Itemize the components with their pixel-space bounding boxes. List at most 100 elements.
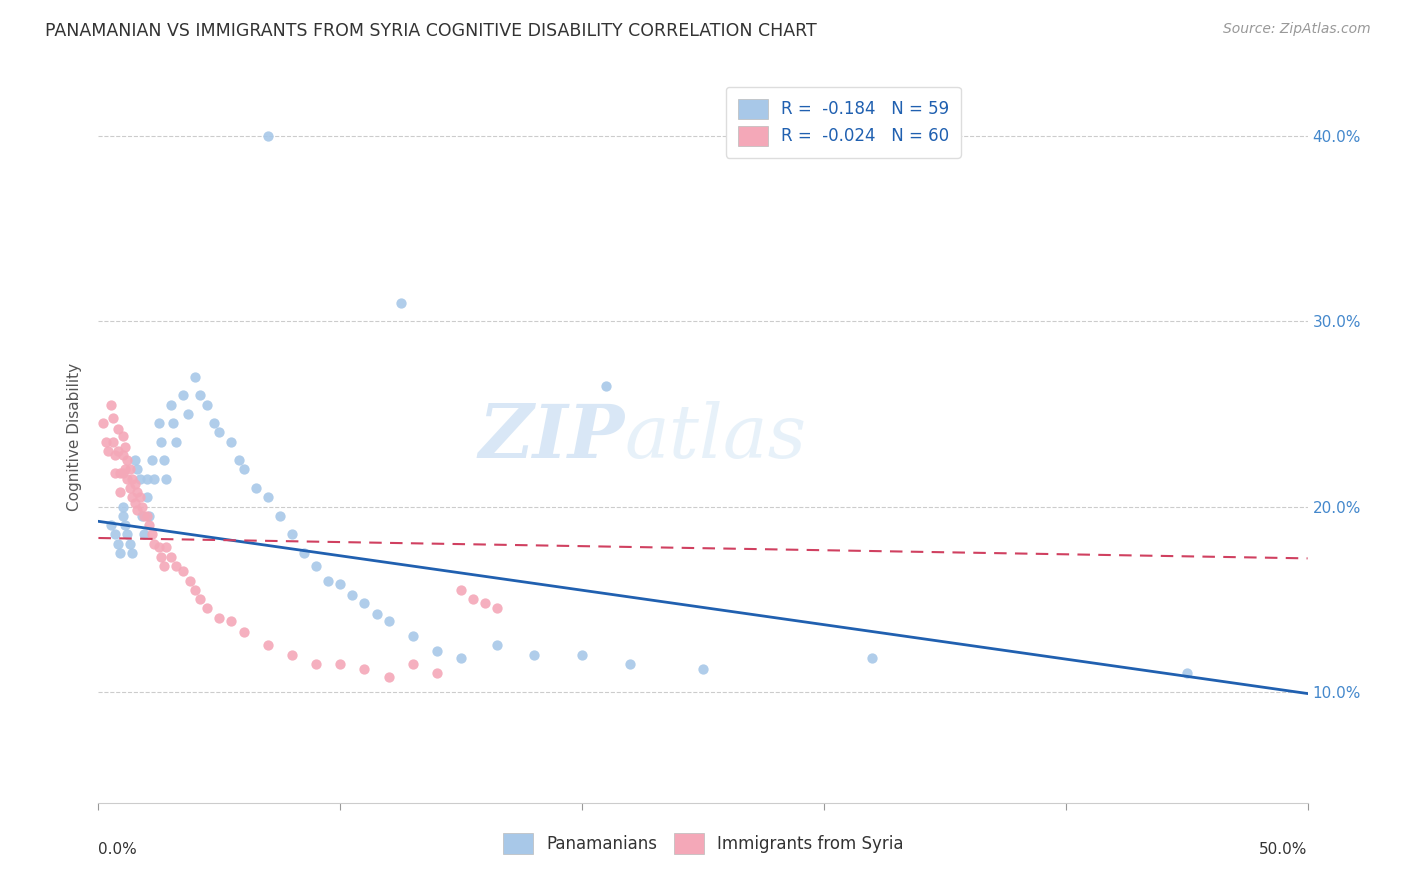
Point bbox=[342, 588, 364, 602]
Point bbox=[141, 453, 163, 467]
Point bbox=[100, 398, 122, 412]
Point bbox=[138, 518, 160, 533]
Point bbox=[208, 610, 231, 624]
Point bbox=[377, 670, 399, 684]
Point bbox=[104, 466, 127, 480]
Point bbox=[124, 453, 146, 467]
Point bbox=[135, 490, 157, 504]
Text: ZIP: ZIP bbox=[478, 401, 624, 474]
Point bbox=[188, 592, 211, 607]
Point bbox=[127, 484, 149, 499]
Point bbox=[148, 416, 170, 430]
Point bbox=[134, 527, 156, 541]
Point bbox=[165, 558, 187, 573]
Point bbox=[114, 518, 136, 533]
Point bbox=[426, 644, 449, 658]
Point bbox=[232, 462, 254, 476]
Point bbox=[152, 558, 174, 573]
Point bbox=[353, 596, 375, 610]
Point bbox=[204, 416, 226, 430]
Point bbox=[595, 379, 617, 393]
Point bbox=[184, 370, 207, 384]
Point bbox=[228, 453, 250, 467]
Point bbox=[117, 472, 139, 486]
Point bbox=[141, 527, 163, 541]
Point bbox=[138, 508, 160, 523]
Point bbox=[463, 592, 485, 607]
Point bbox=[692, 663, 714, 677]
Point bbox=[571, 648, 593, 662]
Point bbox=[107, 444, 129, 458]
Point bbox=[160, 549, 183, 564]
Point bbox=[165, 434, 187, 449]
Point bbox=[162, 416, 184, 430]
Point bbox=[366, 607, 388, 621]
Point bbox=[100, 518, 122, 533]
Point bbox=[256, 639, 278, 653]
Point bbox=[114, 462, 136, 476]
Point bbox=[523, 648, 546, 662]
Point bbox=[160, 398, 183, 412]
Point bbox=[128, 472, 150, 486]
Point bbox=[155, 472, 177, 486]
Point bbox=[97, 444, 120, 458]
Point bbox=[104, 448, 127, 462]
Point bbox=[195, 398, 218, 412]
Point bbox=[114, 440, 136, 454]
Point bbox=[281, 648, 304, 662]
Point bbox=[245, 481, 267, 495]
Point bbox=[172, 565, 194, 579]
Point bbox=[108, 546, 131, 560]
Point bbox=[134, 508, 156, 523]
Point bbox=[450, 651, 472, 665]
Text: 50.0%: 50.0% bbox=[1260, 842, 1308, 856]
Point bbox=[256, 490, 278, 504]
Point bbox=[121, 546, 143, 560]
Point bbox=[107, 422, 129, 436]
Point bbox=[135, 508, 157, 523]
Point bbox=[121, 472, 143, 486]
Point bbox=[107, 536, 129, 550]
Point bbox=[1175, 666, 1198, 681]
Point bbox=[150, 434, 173, 449]
Point bbox=[450, 582, 472, 597]
Point bbox=[172, 388, 194, 402]
Point bbox=[389, 295, 412, 310]
Point bbox=[329, 657, 352, 671]
Y-axis label: Cognitive Disability: Cognitive Disability bbox=[67, 363, 83, 511]
Point bbox=[127, 503, 149, 517]
Point bbox=[91, 416, 114, 430]
Point bbox=[118, 481, 141, 495]
Point bbox=[111, 448, 134, 462]
Point bbox=[118, 462, 141, 476]
Point bbox=[101, 410, 124, 425]
Point bbox=[111, 508, 134, 523]
Point bbox=[94, 434, 117, 449]
Point bbox=[208, 425, 231, 440]
Point bbox=[195, 601, 218, 615]
Point bbox=[619, 657, 641, 671]
Point bbox=[860, 651, 883, 665]
Point bbox=[143, 472, 166, 486]
Point bbox=[316, 574, 339, 588]
Point bbox=[377, 615, 399, 629]
Text: atlas: atlas bbox=[624, 401, 807, 474]
Point bbox=[152, 453, 174, 467]
Point bbox=[474, 596, 496, 610]
Legend: Panamanians, Immigrants from Syria: Panamanians, Immigrants from Syria bbox=[496, 827, 910, 860]
Point bbox=[150, 549, 173, 564]
Point bbox=[117, 527, 139, 541]
Point bbox=[188, 388, 211, 402]
Point bbox=[177, 407, 200, 421]
Point bbox=[117, 453, 139, 467]
Point bbox=[269, 508, 291, 523]
Point bbox=[148, 541, 170, 555]
Point bbox=[281, 527, 304, 541]
Point bbox=[329, 577, 352, 591]
Text: PANAMANIAN VS IMMIGRANTS FROM SYRIA COGNITIVE DISABILITY CORRELATION CHART: PANAMANIAN VS IMMIGRANTS FROM SYRIA COGN… bbox=[45, 22, 817, 40]
Point bbox=[155, 541, 177, 555]
Point bbox=[111, 429, 134, 443]
Point bbox=[131, 500, 153, 514]
Point bbox=[131, 508, 153, 523]
Point bbox=[353, 663, 375, 677]
